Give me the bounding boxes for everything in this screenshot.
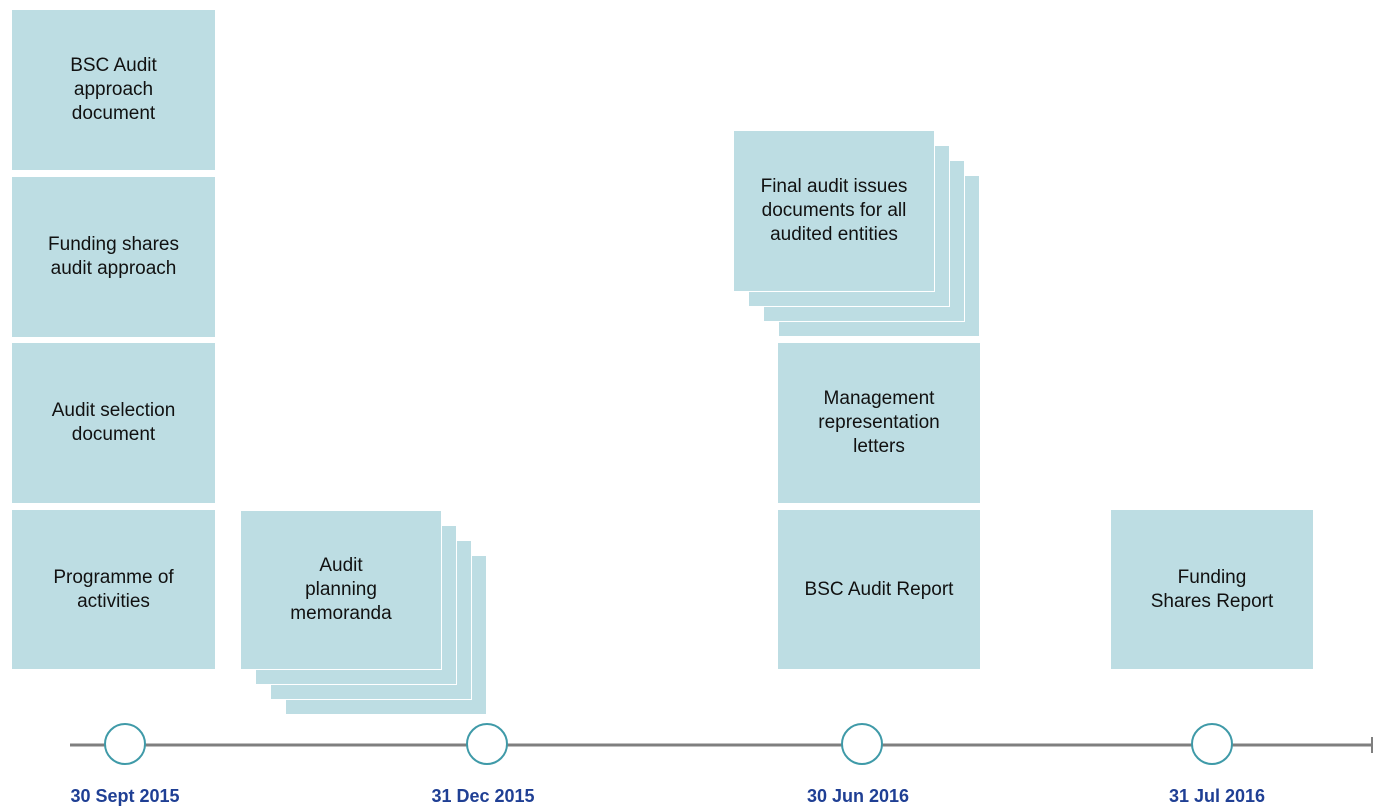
milestone-marker [466, 723, 508, 765]
milestone-date: 31 Dec 2015 [431, 786, 535, 806]
document-text-line: representation [818, 412, 940, 433]
milestone-marker [1191, 723, 1233, 765]
document-text-line: activities [77, 590, 150, 612]
document-text-line: audit approach [50, 258, 177, 279]
document-box: BSC Audit Report [778, 510, 980, 669]
milestone-date: 30 Sept 2015 [70, 786, 180, 806]
document-box: Programme of activities [12, 510, 215, 669]
document-text-line: Funding shares [48, 234, 179, 255]
document-box: Management representation letters [778, 343, 980, 503]
document-text-line: planning [305, 579, 377, 600]
milestone-date: 31 Jul 2016 [1168, 786, 1266, 806]
document-text-line: Audit selection [51, 400, 176, 421]
milestone-marker [841, 723, 883, 765]
document-text-line: documents for all [761, 200, 907, 221]
document-box: Audit selection document [12, 343, 215, 503]
document-box: Funding Shares Report [1111, 510, 1313, 669]
milestone-date: 30 Jun 2016 [806, 786, 910, 806]
document-text-line: document [71, 103, 156, 124]
document-text-line: BSC Audit Report [804, 578, 954, 600]
stacked-document-box: Final audit issues documents for all audit… [733, 130, 935, 292]
milestone-marker [104, 723, 146, 765]
document-box: BSC Audit approach document [12, 10, 215, 170]
document-box: Funding shares audit approach [12, 177, 215, 337]
document-text-line: approach [73, 79, 154, 100]
document-text-line: memoranda [290, 603, 392, 624]
document-text-line: audited entities [770, 224, 898, 245]
document-text-line: Audit [319, 555, 363, 576]
stacked-document-box: Audit planning memoranda [240, 510, 442, 670]
document-text-line: Programme of [53, 566, 174, 588]
document-text-line: Final audit issues [760, 176, 908, 197]
document-text-line: document [71, 424, 156, 445]
document-text-line: Funding [1177, 566, 1247, 588]
document-text-line: Shares Report [1150, 590, 1274, 612]
document-text-line: letters [853, 436, 905, 457]
document-text-line: Management [823, 388, 935, 409]
document-text-line: BSC Audit [70, 55, 157, 76]
